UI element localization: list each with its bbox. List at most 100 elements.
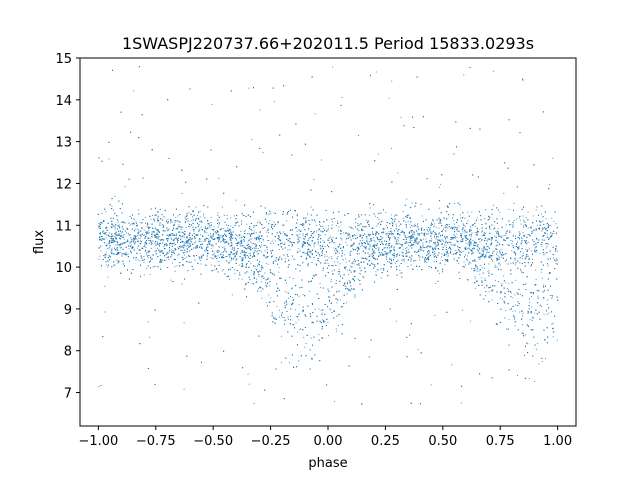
data-point <box>139 249 141 251</box>
data-point <box>213 228 215 230</box>
data-point <box>474 232 476 234</box>
data-point <box>435 238 437 240</box>
data-point <box>474 241 476 243</box>
data-point <box>363 260 365 262</box>
data-point <box>525 217 527 219</box>
data-point <box>175 237 176 239</box>
data-point <box>158 235 159 237</box>
data-point <box>403 233 405 235</box>
data-point <box>488 269 490 271</box>
data-point <box>498 281 499 282</box>
data-point <box>544 253 546 255</box>
data-point <box>475 267 477 269</box>
data-point <box>193 230 195 232</box>
data-point <box>441 253 443 255</box>
data-point <box>250 262 252 264</box>
data-point <box>108 248 110 250</box>
data-point <box>245 266 247 268</box>
data-point <box>549 272 551 274</box>
data-point <box>318 308 320 310</box>
data-point <box>337 261 339 263</box>
data-point <box>208 238 209 240</box>
data-point <box>531 233 532 235</box>
data-point <box>463 261 465 263</box>
data-point <box>408 242 410 244</box>
data-point <box>552 322 554 324</box>
data-point <box>184 242 186 244</box>
data-point <box>329 236 331 238</box>
data-point <box>379 253 381 255</box>
data-point <box>111 252 113 254</box>
data-point <box>457 231 459 233</box>
data-point <box>364 234 366 236</box>
data-point <box>267 263 269 265</box>
data-point <box>156 214 158 216</box>
data-point <box>453 234 455 236</box>
data-point <box>283 231 284 233</box>
data-point <box>148 232 150 234</box>
data-point <box>134 219 136 221</box>
data-point <box>521 238 523 240</box>
data-point <box>386 243 388 244</box>
data-point <box>396 225 397 227</box>
data-point <box>270 243 271 244</box>
data-point <box>543 329 545 331</box>
data-point <box>400 116 402 118</box>
data-point <box>373 250 375 252</box>
data-point <box>471 211 473 213</box>
data-point <box>210 264 212 266</box>
data-point <box>321 231 323 233</box>
data-point <box>433 251 435 253</box>
data-point <box>113 239 115 241</box>
data-point <box>151 231 153 233</box>
data-point <box>493 204 494 206</box>
data-point <box>478 244 479 246</box>
data-point <box>207 246 209 248</box>
data-point <box>174 270 176 272</box>
data-point <box>500 249 502 251</box>
data-point <box>390 228 392 229</box>
data-point <box>188 212 190 214</box>
data-point <box>299 223 301 225</box>
data-point <box>331 270 333 272</box>
data-point <box>504 293 506 295</box>
data-point <box>246 223 248 225</box>
data-point <box>210 233 212 234</box>
data-point <box>488 239 490 241</box>
data-point <box>203 213 205 215</box>
data-point <box>543 330 545 331</box>
data-point <box>503 235 505 236</box>
data-point <box>476 234 478 236</box>
data-point <box>375 232 376 234</box>
data-point <box>143 256 145 258</box>
data-point <box>348 280 350 281</box>
data-point <box>460 252 462 254</box>
data-point <box>347 233 349 235</box>
data-point <box>112 236 114 237</box>
data-point <box>375 71 377 73</box>
data-point <box>475 226 477 228</box>
data-point <box>167 230 169 232</box>
data-point <box>328 301 330 303</box>
data-point <box>159 250 161 252</box>
data-point <box>175 217 177 218</box>
data-point <box>133 240 135 242</box>
data-point <box>298 295 300 297</box>
data-point <box>551 217 553 219</box>
data-point <box>197 215 198 217</box>
data-point <box>152 231 154 232</box>
data-point <box>481 250 483 252</box>
data-point <box>522 225 524 227</box>
data-point <box>546 303 548 305</box>
data-point <box>352 238 354 239</box>
data-point <box>154 242 156 244</box>
data-point <box>397 172 399 174</box>
data-point <box>465 246 467 248</box>
data-point <box>308 238 310 240</box>
data-point <box>278 271 280 273</box>
data-point <box>185 227 187 229</box>
data-point <box>359 273 361 275</box>
data-point <box>370 241 372 242</box>
data-point <box>273 224 275 226</box>
data-point <box>277 236 279 238</box>
